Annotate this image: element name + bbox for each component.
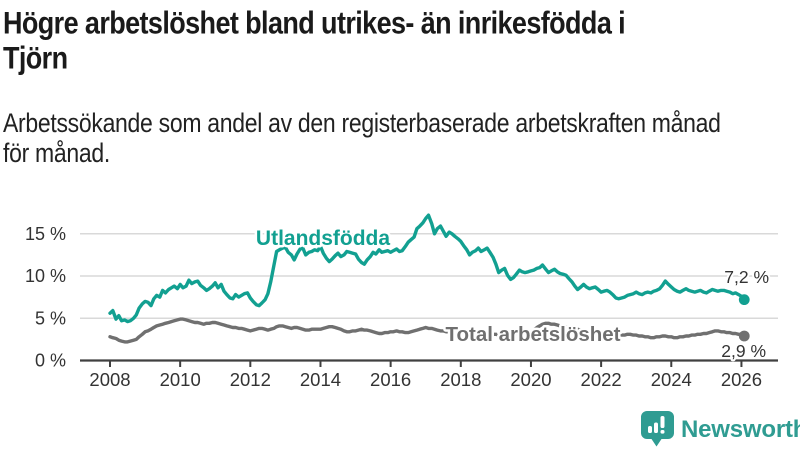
page-title-line-1: Högre arbetslöshet bland utrikes- än inr… xyxy=(3,5,626,41)
chart-subtitle-line-2: för månad. xyxy=(3,137,110,168)
end-dot-utlandsf-dda xyxy=(738,294,750,306)
x-tick-label-2022: 2022 xyxy=(581,369,622,390)
newsworthy-icon xyxy=(641,411,674,447)
x-tick-label-2014: 2014 xyxy=(300,369,341,390)
y-tick-label-15: 15 % xyxy=(25,224,66,244)
x-tick-label-2026: 2026 xyxy=(721,369,762,390)
end-value-label-total-arbetsl-shet: 2,9 % xyxy=(721,341,766,361)
page-title: Högre arbetslöshet bland utrikes- än inr… xyxy=(3,5,797,76)
x-tick-label-2024: 2024 xyxy=(651,369,692,390)
newsworthy-logo: Newsworthy xyxy=(641,411,800,448)
exclamation-dot xyxy=(660,430,665,434)
x-tick-label-2018: 2018 xyxy=(440,369,481,390)
series-line-total-arbetsl-shet xyxy=(108,317,746,344)
x-tick-label-2010: 2010 xyxy=(160,369,201,390)
end-dot-total-arbetsl-shet xyxy=(738,330,750,342)
x-tick-label-2012: 2012 xyxy=(230,369,271,390)
end-value-label-utlandsf-dda: 7,2 % xyxy=(724,267,769,287)
y-tick-label-10: 10 % xyxy=(25,266,66,286)
x-tick-label-2020: 2020 xyxy=(510,369,551,390)
x-tick-label-2016: 2016 xyxy=(370,369,411,390)
bar-medium xyxy=(654,422,658,433)
y-tick-label-5: 5 % xyxy=(35,308,66,328)
x-tick-label-2008: 2008 xyxy=(89,369,130,390)
exclamation-bar xyxy=(660,416,665,428)
series-label-utlandsf-dda: Utlandsfödda xyxy=(256,227,390,250)
chart-subtitle-line-1: Arbetssökande som andel av den registerb… xyxy=(3,108,721,138)
y-tick-label-0: 0 % xyxy=(35,351,66,371)
series-line-utlandsf-dda xyxy=(108,213,746,324)
page-title-line-2: Tjörn xyxy=(3,40,68,76)
chart-subtitle: Arbetssökande som andel av den registerb… xyxy=(3,108,797,168)
bar-small xyxy=(648,426,652,433)
series-label-total-arbetsl-shet: Total arbetslöshet xyxy=(445,323,620,346)
newsworthy-wordmark: Newsworthy xyxy=(681,415,800,443)
